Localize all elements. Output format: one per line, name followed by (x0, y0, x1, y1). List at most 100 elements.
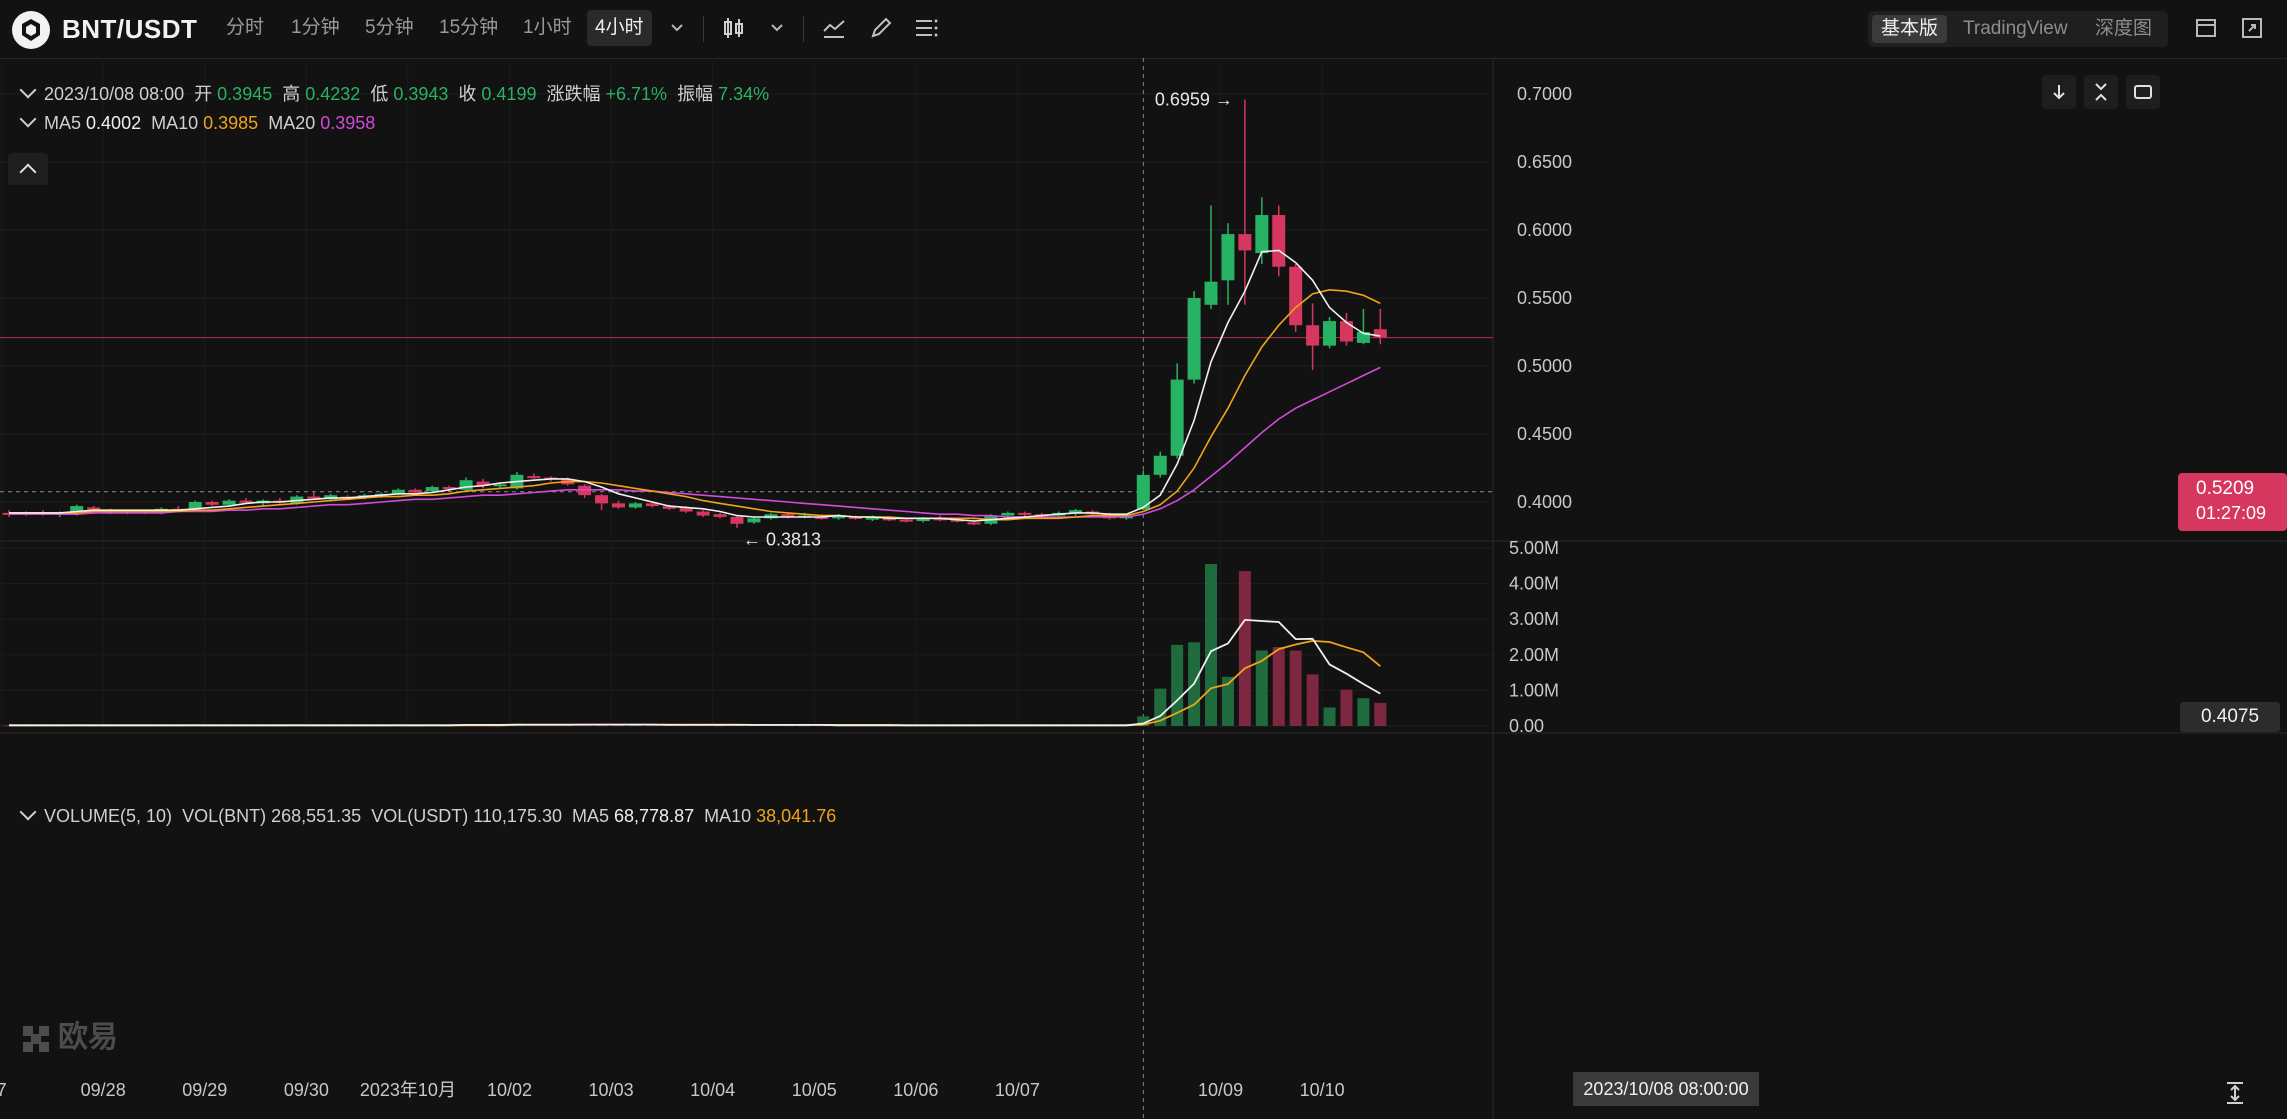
high-label: 高 (282, 84, 301, 104)
collapse-chevron-icon[interactable] (19, 803, 37, 821)
time-tick-label: 09/30 (284, 1080, 329, 1100)
candle-body (408, 489, 422, 493)
settings-list-icon[interactable] (912, 14, 940, 42)
volume-bar (1357, 698, 1370, 726)
candle-body (662, 506, 676, 509)
volume-tick-label: 1.00M (1509, 680, 1559, 700)
chevron-down-icon[interactable] (663, 14, 691, 42)
view-tab-depth[interactable]: 深度图 (2095, 18, 2153, 39)
volume-tick-label: 4.00M (1509, 574, 1559, 594)
time-tick-label: 10/04 (690, 1080, 735, 1100)
amplitude-label: 振幅 (677, 84, 714, 104)
window-layout-icon[interactable] (2192, 14, 2220, 42)
volume-title: VOLUME(5, 10) (44, 806, 173, 826)
candle-body (1272, 215, 1286, 267)
low-price-annotation: ← 0.3813 (743, 529, 821, 549)
timeframe-tab-1m[interactable]: 1分钟 (291, 17, 340, 38)
volume-ma5-line (9, 618, 1381, 727)
last-price-tag: 0.5209 01:27:09 (2178, 473, 2287, 531)
vol-usdt-label: VOL(USDT) (371, 806, 469, 826)
vol-bnt-label: VOL(BNT) (182, 806, 267, 826)
candle-body (781, 514, 795, 517)
volume-bar (1323, 707, 1336, 726)
timeframe-tab-fenshi[interactable]: 分时 (226, 17, 265, 38)
candle-body (527, 476, 541, 479)
collapse-chevron-icon[interactable] (19, 110, 37, 128)
candle-body (1306, 325, 1320, 346)
timeframe-tab-4h[interactable]: 4小时 (587, 10, 652, 46)
ohlc-time: 2023/10/08 08:00 (44, 84, 185, 104)
fullscreen-icon[interactable] (2238, 14, 2266, 42)
volume-bar (1272, 646, 1285, 726)
candle-body (967, 522, 981, 525)
open-value: 0.3945 (217, 84, 273, 104)
candle-body (391, 489, 405, 494)
candle-body (832, 515, 846, 519)
collapse-indicators-button[interactable] (8, 153, 48, 185)
trading-pair-title[interactable]: BNT/USDT (62, 14, 198, 44)
toolbar-divider (803, 16, 804, 42)
vol-ma10-label: MA10 (704, 806, 752, 826)
last-price-value: 0.5209 (2196, 478, 2255, 499)
candle-body (865, 516, 879, 520)
vol-ma5-value: 68,778.87 (614, 806, 695, 826)
volume-tick-label: 3.00M (1509, 609, 1559, 629)
timeframe-tab-1h[interactable]: 1小时 (523, 17, 572, 38)
time-tick-label: 10/07 (995, 1080, 1040, 1100)
candle-body (307, 496, 321, 499)
timeframe-tab-15m[interactable]: 15分钟 (439, 17, 499, 38)
price-tick-label: 0.5000 (1517, 356, 1572, 376)
low-value: 0.3943 (393, 84, 449, 104)
volume-bar (1238, 571, 1251, 726)
view-tab-tradingview[interactable]: TradingView (1963, 18, 2068, 39)
compress-icon[interactable] (2084, 75, 2118, 109)
candle-body (1170, 379, 1184, 456)
time-tick-label: 09/29 (182, 1080, 227, 1100)
refresh-icon[interactable] (2126, 75, 2160, 109)
volume-bar (1255, 650, 1268, 726)
candle-body (882, 518, 896, 521)
candle-body (679, 507, 693, 512)
indicator-icon[interactable] (820, 14, 848, 42)
candle-body (916, 518, 930, 522)
volume-bar (1306, 674, 1319, 726)
candle-body (933, 518, 947, 521)
view-tab-basic[interactable]: 基本版 (1872, 15, 1948, 43)
collapse-chevron-icon[interactable] (19, 81, 37, 99)
volume-tick-label: 0.00 (1509, 716, 1544, 736)
chart-type-chevron-down-icon[interactable] (763, 14, 791, 42)
time-tick-label: 10/10 (1300, 1080, 1345, 1100)
candle-body (849, 516, 862, 519)
ohlc-info-bar: 2023/10/08 08:00 开 0.3945 高 0.4232 低 0.3943… (18, 80, 774, 106)
close-value: 0.4199 (481, 84, 537, 104)
ma-info-bar: MA5 0.4002 MA10 0.3985 MA20 0.3958 (18, 110, 380, 134)
candle-body (645, 503, 659, 507)
candle-body (1238, 234, 1252, 251)
candle-body (899, 519, 913, 522)
pencil-drawing-icon[interactable] (867, 14, 895, 42)
low-label: 低 (370, 84, 389, 104)
timeframe-tab-5m[interactable]: 5分钟 (365, 17, 414, 38)
price-tick-label: 0.4500 (1517, 424, 1572, 444)
candle-body (459, 480, 473, 490)
chart-series: 0.6959 → ← 0.3813 (0, 58, 1493, 1119)
candle-body (1136, 474, 1150, 510)
ma10-line (9, 288, 1381, 521)
candle-body (1069, 510, 1083, 513)
candle-body (1289, 266, 1303, 326)
candle-body (70, 506, 84, 512)
candlestick-type-icon[interactable] (720, 14, 748, 42)
ma5-value: 0.4002 (86, 113, 142, 133)
high-price-annotation: 0.6959 → (1155, 90, 1233, 110)
time-tick-label: 10/02 (487, 1080, 532, 1100)
watermark-logo: 欧易 (20, 1012, 118, 1056)
price-chart[interactable]: 0.7000 0.6500 0.6000 0.5500 0.5000 0.4500 0.40… (0, 58, 2287, 1119)
candle-body (1153, 455, 1167, 475)
volume-tick-label: 5.00M (1509, 538, 1559, 558)
time-tick-label: 09/28 (81, 1080, 126, 1100)
download-icon[interactable] (2042, 75, 2076, 109)
candle-body (950, 519, 964, 522)
amplitude-value: 7.34% (718, 84, 770, 104)
scale-adjust-icon[interactable] (2222, 1080, 2248, 1106)
price-tick-label: 0.4000 (1517, 492, 1572, 512)
